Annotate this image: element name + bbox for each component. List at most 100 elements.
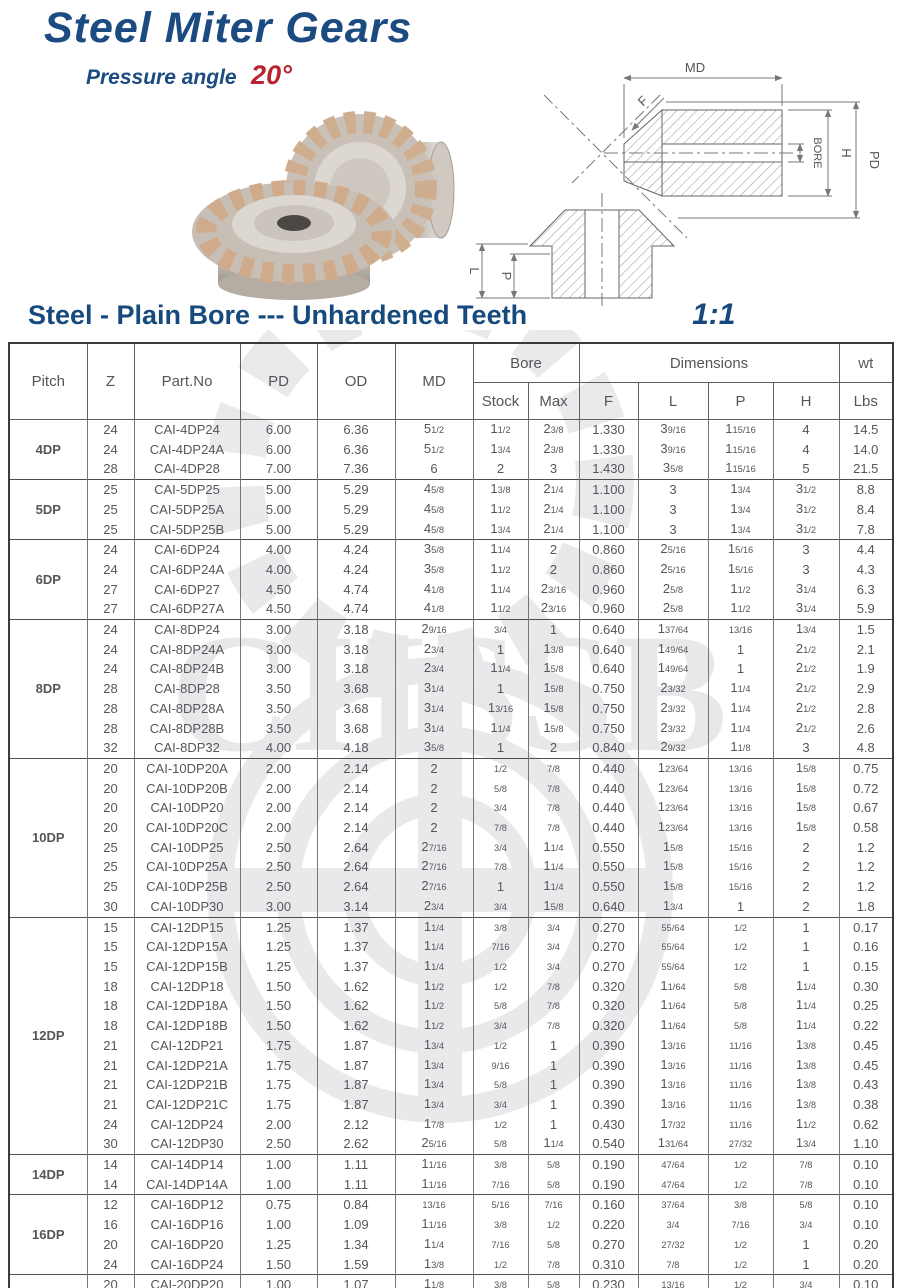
table-cell: 0.960: [578, 599, 639, 620]
table-cell: CAI-16DP16: [133, 1215, 241, 1235]
table-cell: 1.11: [316, 1154, 396, 1175]
table-cell: 3.00: [239, 639, 318, 660]
table-cell: 2.1: [838, 639, 894, 660]
table-cell: 2.8: [838, 698, 894, 719]
table-header: Pitch Z Part.No PD OD MD Bore Dimensions…: [8, 342, 894, 420]
table-cell: 2.14: [316, 798, 396, 819]
table-cell: 2: [472, 459, 529, 480]
table-cell: 0.230: [578, 1274, 639, 1288]
table-row: 24 CAI-16DP24 1.50 1.59 13/8 1/2 7/8 0.310 7/8 1/…: [9, 1254, 894, 1275]
table-cell: 28: [86, 718, 135, 739]
table-cell: 13/4: [772, 1134, 840, 1155]
col-header-od: OD: [316, 342, 396, 420]
table-cell: 4: [772, 418, 840, 440]
table-cell: 20: [86, 1274, 135, 1288]
table-cell: 0.860: [578, 539, 639, 560]
table-cell: 29/16: [394, 619, 474, 640]
table-cell: 30: [86, 1134, 135, 1155]
table-cell: 1/2: [707, 956, 774, 977]
table-cell: 7/8: [527, 1016, 580, 1036]
table-cell: 11/4: [527, 877, 580, 897]
table-cell: 0.84: [316, 1194, 396, 1216]
table-cell: 3/4: [472, 896, 529, 918]
diagram-label-l: L: [467, 267, 482, 274]
table-cell: 1.10: [838, 1134, 894, 1155]
table-cell: 35/8: [394, 539, 474, 560]
table-cell: CAI-6DP27A: [133, 599, 241, 620]
table-row: 10DP 20 CAI-10DP20A 2.00 2.14 2 1/2 7/8 0.440 123…: [8, 757, 894, 918]
table-cell: 2.50: [239, 857, 318, 878]
table-cell: 1: [527, 1035, 580, 1056]
table-cell: 1.00: [239, 1274, 318, 1288]
table-row: 28 CAI-8DP28 3.50 3.68 31/4 1 15/8 0.750 23/32 11…: [9, 679, 894, 699]
table-cell: 2: [772, 837, 840, 858]
table-cell: 5.29: [316, 519, 396, 540]
table-cell: 1.2: [838, 857, 894, 878]
pitch-group-4dp: 4DP 24 CAI-4DP24 6.00 6.36 51/2 11/2 23/8 1.330 3…: [8, 418, 894, 480]
col-header-partno: Part.No: [133, 342, 241, 420]
table-cell: 41/8: [394, 579, 474, 600]
table-cell: CAI-10DP25A: [133, 857, 241, 878]
table-cell: 15/8: [772, 757, 840, 779]
table-row: 27 CAI-6DP27 4.50 4.74 41/8 11/4 23/16 0.960 25/…: [9, 579, 894, 600]
table-cell: 21: [86, 1075, 135, 1095]
product-table: Pitch Z Part.No PD OD MD Bore Dimensions…: [8, 342, 894, 1288]
table-cell: 47/64: [637, 1174, 709, 1195]
table-cell: 5/8: [707, 996, 774, 1017]
table-cell: 2: [527, 738, 580, 759]
table-cell: 11/64: [637, 976, 709, 997]
table-row: 6DP 24 CAI-6DP24 4.00 4.24 35/8 11/4 2 0.860 25/1…: [8, 539, 894, 620]
table-cell: 0.10: [838, 1154, 894, 1175]
table-cell: 13/4: [707, 519, 774, 540]
table-cell: 3/8: [472, 916, 529, 938]
table-cell: 15/16: [707, 837, 774, 858]
table-cell: CAI-10DP20A: [133, 757, 241, 779]
table-cell: 27/16: [394, 837, 474, 858]
table-cell: 21/2: [772, 679, 840, 699]
pressure-angle: Pressure angle 20°: [86, 60, 292, 91]
table-cell: 0.220: [578, 1215, 639, 1235]
table-cell: 21/4: [527, 479, 580, 500]
table-cell: CAI-5DP25A: [133, 499, 241, 520]
table-cell: 11/2: [707, 599, 774, 620]
table-cell: 1.25: [239, 956, 318, 977]
table-cell: 11/4: [472, 539, 529, 560]
table-cell: 7/8: [772, 1154, 840, 1175]
table-cell: 2.62: [316, 1134, 396, 1155]
table-cell: 21/4: [527, 519, 580, 540]
table-cell: 2.00: [239, 1114, 318, 1135]
table-cell: 31/4: [772, 599, 840, 620]
table-cell: 1/2: [472, 1035, 529, 1056]
table-cell: 1.25: [239, 1234, 318, 1255]
table-row: 16DP 12 CAI-16DP12 0.75 0.84 13/16 5/16 7/16 0.1…: [8, 1194, 894, 1275]
table-cell: 17/32: [637, 1114, 709, 1135]
table-cell: 1.87: [316, 1094, 396, 1115]
table-cell: 24: [86, 659, 135, 680]
table-cell: 31/2: [772, 519, 840, 540]
table-row: 24 CAI-12DP24 2.00 2.12 17/8 1/2 1 0.430 17/32 11…: [9, 1114, 894, 1135]
table-cell: 0.10: [838, 1174, 894, 1195]
table-cell: 1/2: [707, 1254, 774, 1275]
table-cell: 11/2: [707, 579, 774, 600]
table-cell: CAI-12DP24: [133, 1114, 241, 1135]
table-cell: 25/8: [637, 599, 709, 620]
table-cell: 0.270: [578, 916, 639, 938]
table-cell: 13/4: [394, 1035, 474, 1056]
table-cell: 4.50: [239, 599, 318, 620]
table-cell: 13/4: [637, 896, 709, 918]
table-cell: 5/8: [707, 1016, 774, 1036]
table-cell: 5/8: [772, 1194, 840, 1216]
table-cell: CAI-4DP24A: [133, 439, 241, 460]
table-cell: 8.8: [838, 479, 894, 500]
table-cell: 137/64: [637, 619, 709, 640]
table-cell: 3: [772, 559, 840, 580]
table-cell: 25: [86, 479, 135, 500]
table-cell: 28: [86, 459, 135, 480]
table-cell: 6.00: [239, 439, 318, 460]
table-row: 14 CAI-14DP14A 1.00 1.11 11/16 7/16 5/8 0.190 47…: [9, 1174, 894, 1195]
table-row: 25 CAI-5DP25B 5.00 5.29 45/8 13/4 21/4 1.100 3 13…: [9, 519, 894, 540]
table-cell: 3/4: [527, 937, 580, 957]
table-cell: 0.160: [578, 1194, 639, 1216]
table-cell: 0.640: [578, 659, 639, 680]
table-cell: 2: [527, 539, 580, 560]
